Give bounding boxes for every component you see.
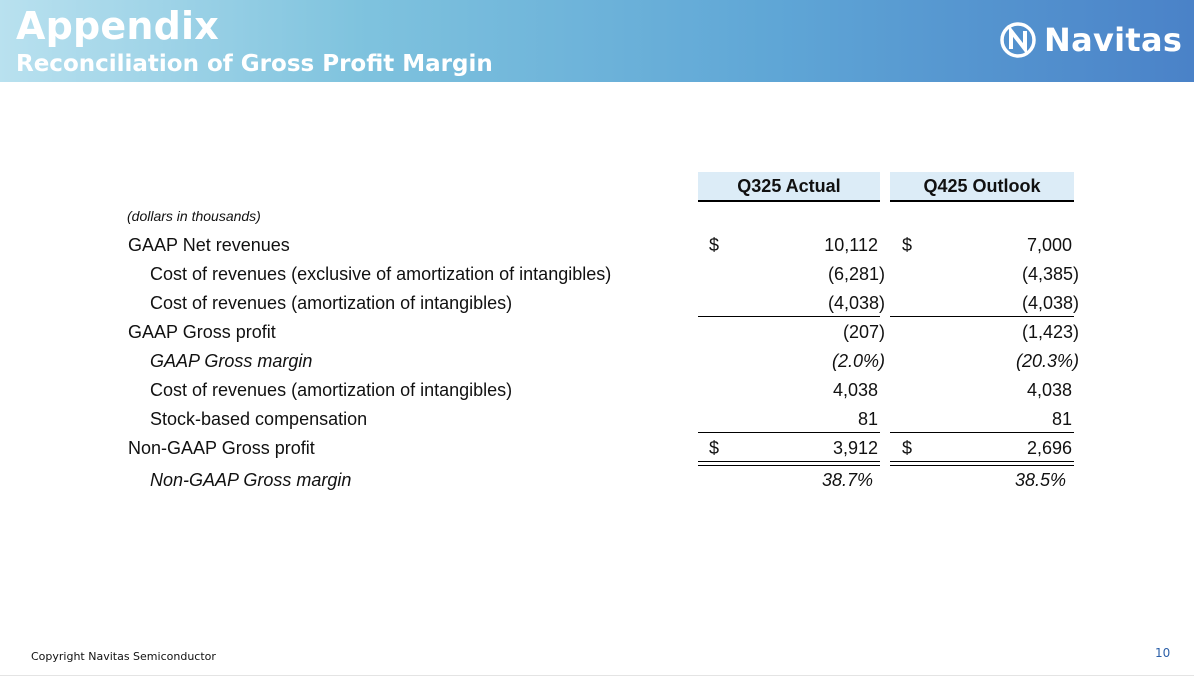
navitas-logo-text: Navitas: [1044, 21, 1183, 59]
row-label: Non-GAAP Gross margin: [150, 470, 352, 490]
table-row: Cost of revenues (amortization of intang…: [0, 376, 1194, 405]
copyright-text: Copyright Navitas Semiconductor: [31, 650, 216, 663]
footer-rule: [0, 675, 1194, 676]
page-subtitle: Reconciliation of Gross Profit Margin: [16, 51, 493, 77]
table-row: Cost of revenues (exclusive of amortizat…: [0, 260, 1194, 289]
page-title: Appendix: [16, 4, 219, 48]
q425-value: (4,385): [1021, 264, 1079, 284]
subtotal-rule: [890, 432, 1074, 433]
q425-value: (1,423): [1021, 322, 1079, 342]
q425-value: 38.5%: [1014, 470, 1066, 490]
table-row: Cost of revenues (amortization of intang…: [0, 289, 1194, 318]
q325-value: 3,912: [832, 438, 878, 458]
q425-value: 81: [1051, 409, 1072, 429]
navitas-logo: Navitas: [1000, 20, 1182, 60]
table-row: Stock-based compensation 81 81: [0, 405, 1194, 434]
row-label: Non-GAAP Gross profit: [128, 438, 315, 458]
q325-value: (207): [842, 322, 885, 342]
currency-symbol: $: [709, 235, 720, 255]
row-label: Cost of revenues (amortization of intang…: [150, 380, 513, 400]
row-label: GAAP Gross margin: [150, 351, 313, 371]
q425-value: (4,038): [1021, 293, 1079, 313]
column-header-q325-actual: Q325 Actual: [698, 172, 880, 202]
q325-value: 4,038: [832, 380, 878, 400]
table-row: GAAP Gross margin (2.0%) (20.3%): [0, 347, 1194, 376]
row-label: Cost of revenues (amortization of intang…: [150, 293, 513, 313]
column-header-q425-outlook: Q425 Outlook: [890, 172, 1074, 202]
table-row: GAAP Gross profit (207) (1,423): [0, 318, 1194, 347]
q325-value: 10,112: [824, 235, 878, 255]
subtotal-rule: [698, 316, 880, 317]
q325-value: (4,038): [827, 293, 885, 313]
q425-value: (20.3%): [1015, 351, 1079, 371]
subtotal-rule: [698, 432, 880, 433]
row-label: Cost of revenues (exclusive of amortizat…: [150, 264, 612, 284]
q325-value: 81: [857, 409, 878, 429]
currency-symbol: $: [902, 438, 913, 458]
q425-value: 2,696: [1026, 438, 1072, 458]
subtotal-rule: [890, 316, 1074, 317]
currency-symbol: $: [902, 235, 913, 255]
table-row: Non-GAAP Gross margin 38.7% 38.5%: [0, 466, 1194, 495]
row-label: Stock-based compensation: [150, 409, 368, 429]
navitas-logo-icon: [1000, 22, 1036, 58]
q425-value: 7,000: [1026, 235, 1072, 255]
table-row: Non-GAAP Gross profit $ 3,912 $ 2,696: [0, 434, 1194, 463]
q425-value: 4,038: [1026, 380, 1072, 400]
table-row: GAAP Net revenues $ 10,112 $ 7,000: [0, 231, 1194, 260]
total-double-rule: [890, 461, 1074, 466]
page-number: 10: [1155, 646, 1171, 660]
unit-note: (dollars in thousands): [127, 208, 261, 224]
row-label: GAAP Gross profit: [128, 322, 276, 342]
row-label: GAAP Net revenues: [128, 235, 290, 255]
currency-symbol: $: [709, 438, 720, 458]
q325-value: (2.0%): [831, 351, 885, 371]
q325-value: 38.7%: [821, 470, 873, 490]
total-double-rule: [698, 461, 880, 466]
header-banner: Appendix Reconciliation of Gross Profit …: [0, 0, 1194, 82]
q325-value: (6,281): [827, 264, 885, 284]
